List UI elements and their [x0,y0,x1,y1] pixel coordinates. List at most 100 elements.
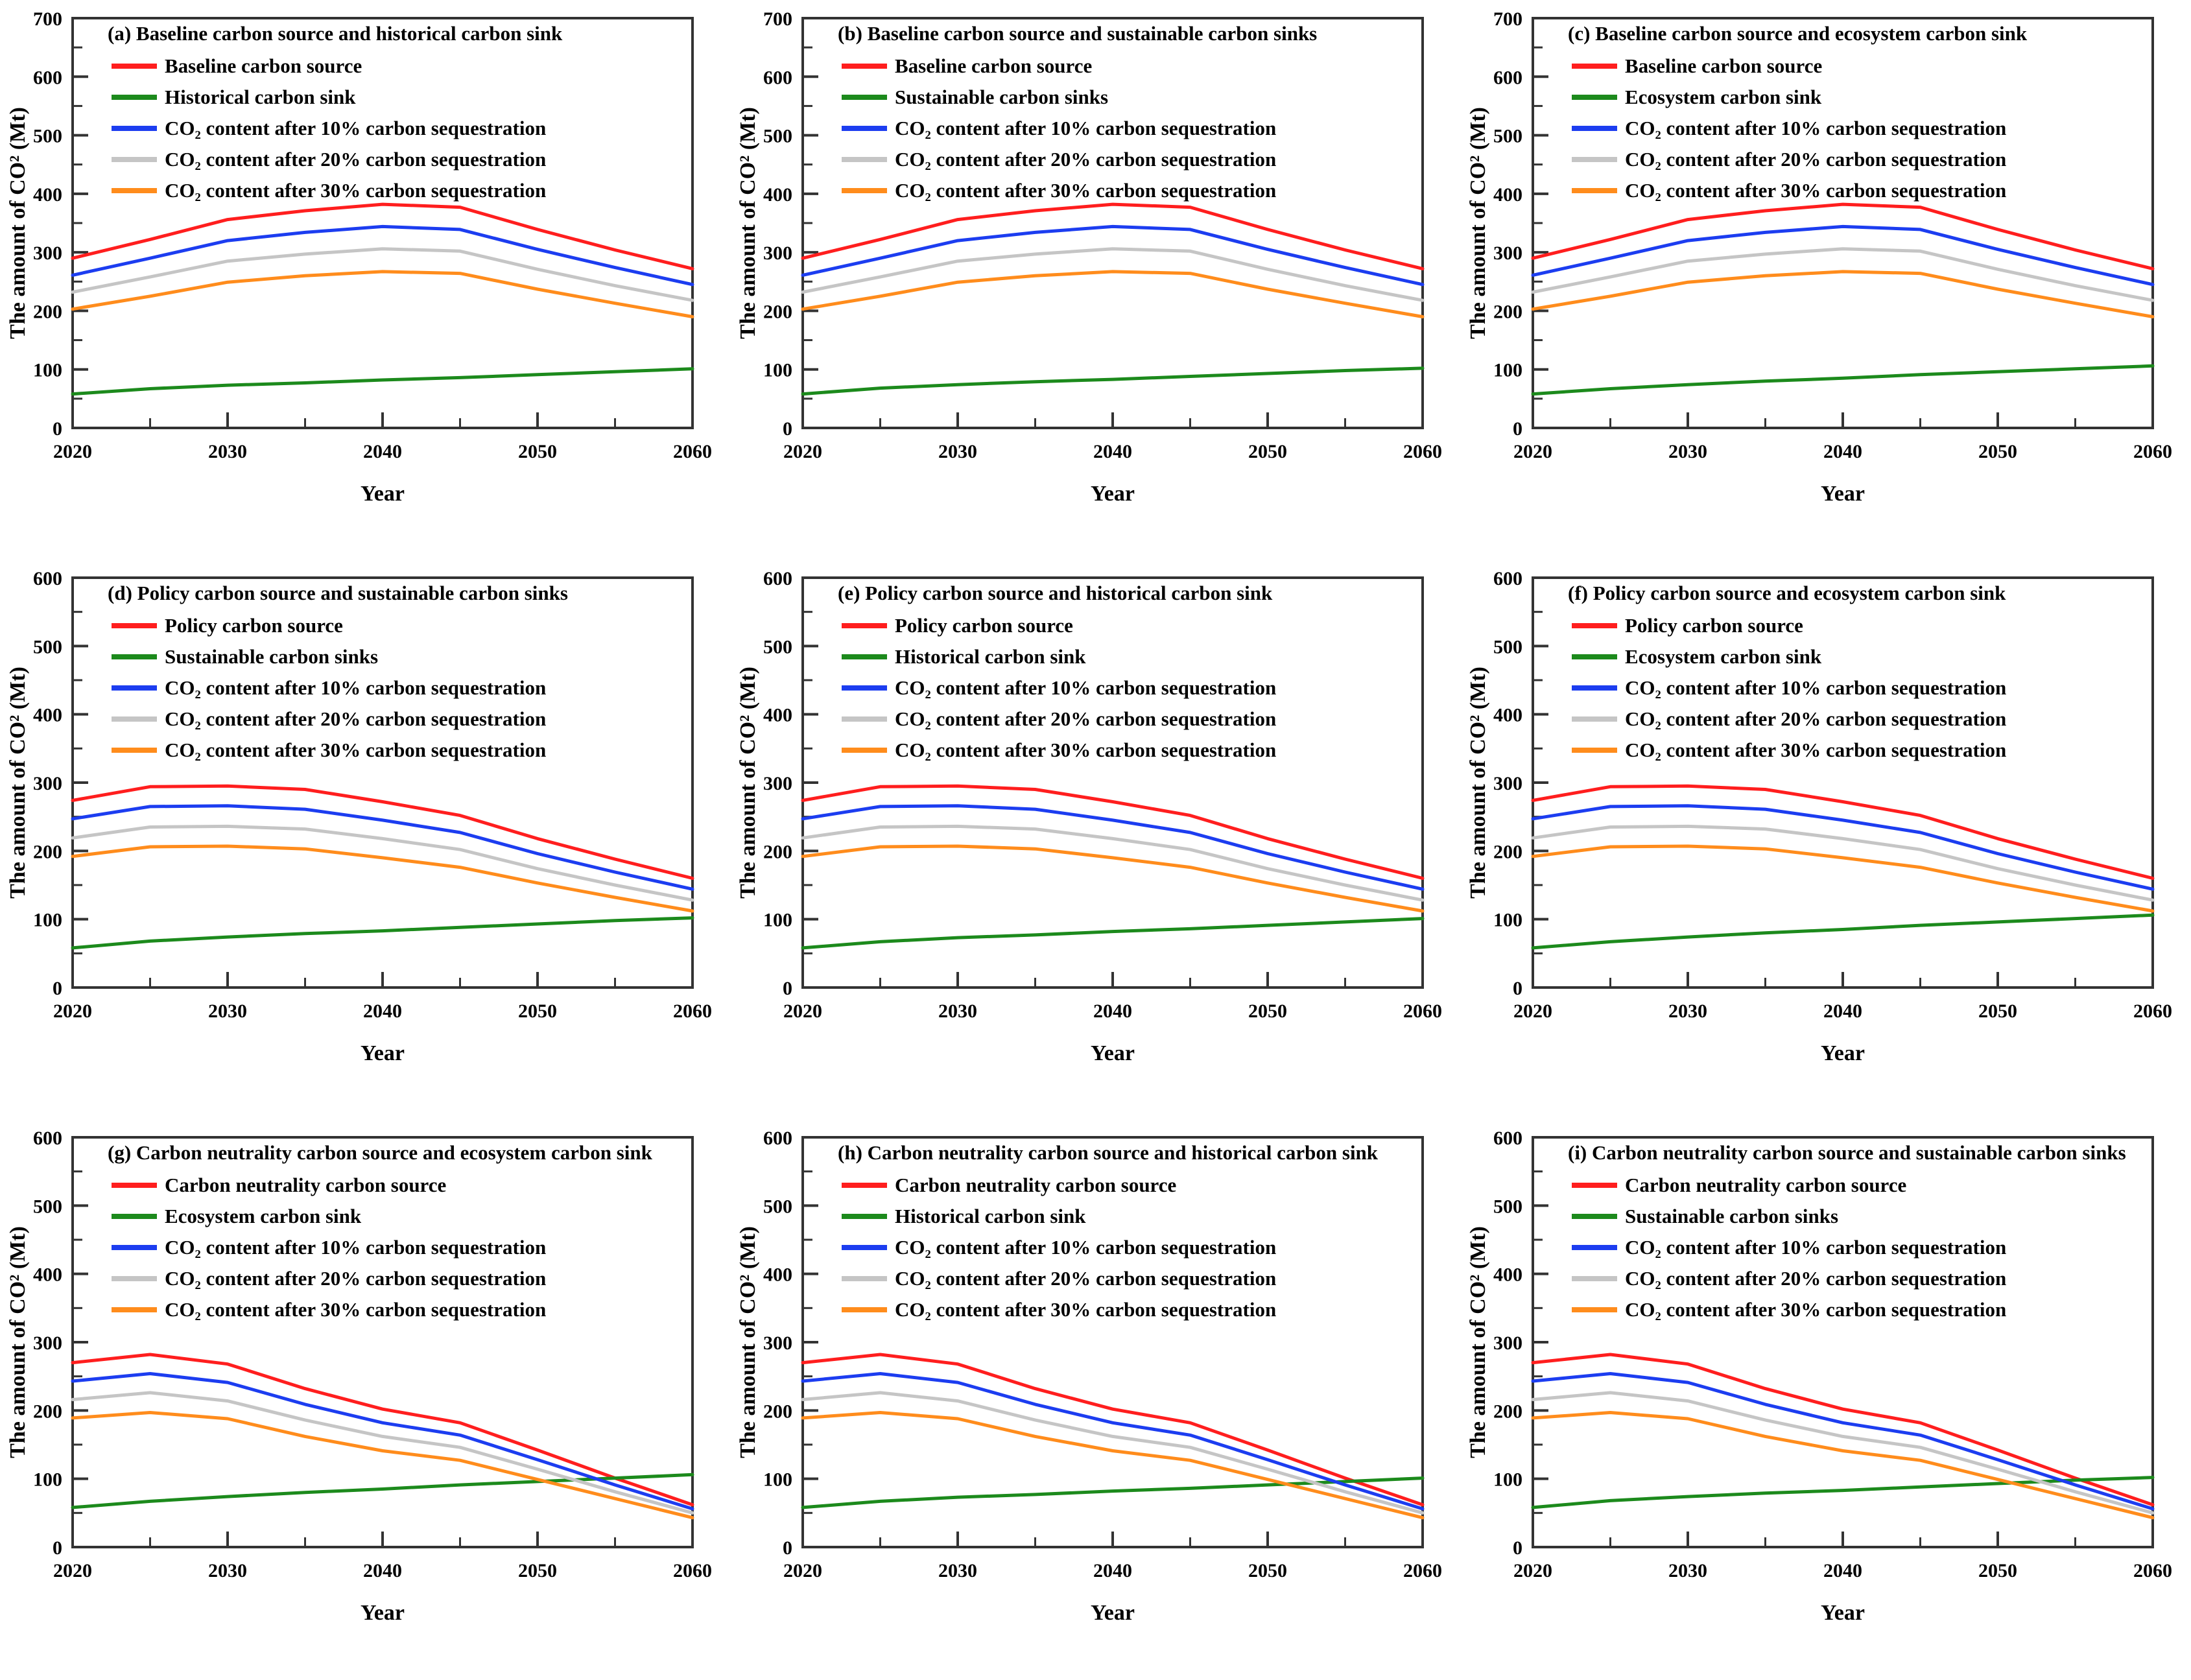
legend-label: Ecosystem carbon sink [165,1205,362,1227]
y-tick-label: 300 [763,243,792,264]
legend-label: CO₂ content after 10% carbon sequestrati… [165,117,546,139]
legend-label: Carbon neutrality carbon source [165,1174,446,1196]
series-line-sink [801,1476,1425,1509]
plot-border [71,1136,694,1548]
x-tick-label: 2050 [1978,1560,2017,1581]
x-tick-label: 2030 [1668,1000,1707,1022]
y-tick-label: 700 [763,8,792,30]
series-line-sink [1531,1476,2155,1509]
y-tick-label: 500 [33,1196,62,1217]
series-line-sink [71,916,694,950]
y-tick-label: 0 [783,1537,792,1559]
x-tick-label: 2020 [1513,1560,1552,1581]
y-tick-label: 400 [33,1264,62,1286]
y-tick-label: 100 [1493,1469,1522,1491]
plot-border [71,576,694,989]
panel-h: 0 100 200 300 400 500 600 2020 2030 2040 2050 2060 Y… [730,1119,1460,1679]
y-tick-label: 200 [1493,301,1522,322]
legend-label: CO₂ content after 30% carbon sequestrati… [1625,739,2006,761]
series-line-seq20 [801,247,1425,302]
y-tick-label: 100 [763,360,792,381]
y-tick-label: 300 [1493,243,1522,264]
x-tick-label: 2030 [208,441,247,462]
legend-label: CO₂ content after 20% carbon sequestrati… [895,707,1276,730]
series-line-seq20 [1531,1391,2155,1515]
legend-label: Sustainable carbon sinks [1625,1205,1838,1227]
legend-label: CO₂ content after 10% carbon sequestrati… [895,676,1276,699]
plot-border [1532,1136,2154,1548]
plot-border [1532,17,2154,429]
series-line-seq10 [801,1372,1425,1511]
x-tick-label: 2040 [1093,1000,1132,1022]
y-tick-label: 0 [53,978,62,999]
panel-title: (b) Baseline carbon source and sustainab… [838,22,1317,45]
y-tick-label: 200 [763,1401,792,1422]
y-tick-label: 600 [1493,1128,1522,1149]
y-tick-label: 300 [1493,1332,1522,1354]
x-tick-label: 2050 [1978,1000,2017,1022]
legend-label: CO₂ content after 20% carbon sequestrati… [895,1267,1276,1290]
y-axis-label: The amount of CO² (Mt) [736,107,760,339]
y-tick-label: 200 [33,841,62,862]
y-tick-label: 200 [33,1401,62,1422]
legend-label: CO₂ content after 20% carbon sequestrati… [1625,148,2006,171]
x-axis-label: Year [1091,1601,1135,1625]
legend-label: CO₂ content after 30% carbon sequestrati… [895,739,1276,761]
x-tick-label: 2060 [1403,1000,1442,1022]
y-tick-label: 700 [33,8,62,30]
series-line-seq30 [801,844,1425,913]
chart-b: 0 100 200 300 400 500 600 700 2020 2030 2040 2050 20… [736,8,1442,506]
series-line-sink [801,917,1425,950]
series-line-sink [71,367,694,396]
y-tick-label: 400 [1493,705,1522,726]
y-tick-label: 0 [53,1537,62,1559]
legend-label: CO₂ content after 10% carbon sequestrati… [1625,117,2006,139]
x-tick-label: 2040 [363,441,402,462]
y-tick-label: 600 [1493,568,1522,589]
panel-title: (h) Carbon neutrality carbon source and … [838,1141,1379,1164]
series-line-seq20 [1531,824,2155,902]
y-tick-label: 300 [33,773,62,794]
y-axis-label: The amount of CO² (Mt) [6,1226,30,1458]
series-line-seq20 [71,824,694,902]
x-tick-label: 2040 [1093,1560,1132,1581]
x-tick-label: 2020 [53,1000,92,1022]
y-tick-label: 600 [1493,67,1522,88]
y-tick-label: 600 [763,568,792,589]
panel-g: 0 100 200 300 400 500 600 2020 2030 2040 2050 2060 Y… [0,1119,730,1679]
series-line-sink [1531,913,2155,950]
legend-label: Sustainable carbon sinks [895,86,1108,108]
series-line-seq30 [801,1411,1425,1520]
x-tick-label: 2020 [53,441,92,462]
legend-label: Historical carbon sink [895,645,1086,668]
legend-label: Policy carbon source [1625,614,1803,637]
series-line-seq30 [1531,844,2155,913]
plot-border [1532,576,2154,989]
series-line-seq30 [71,1411,694,1520]
legend-label: CO₂ content after 10% carbon sequestrati… [895,117,1276,139]
x-tick-label: 2060 [1403,1560,1442,1581]
series-line-source [71,1353,694,1507]
y-tick-label: 500 [1493,126,1522,147]
series-line-source [1531,1353,2155,1507]
chart-e: 0 100 200 300 400 500 600 2020 2030 2040 2050 2060 Y… [736,568,1442,1065]
legend-label: Sustainable carbon sinks [165,645,378,668]
x-tick-label: 2050 [1248,1560,1287,1581]
legend-label: CO₂ content after 10% carbon sequestrati… [165,676,546,699]
series-line-seq20 [71,247,694,302]
series-line-seq20 [801,1391,1425,1515]
legend-label: Baseline carbon source [1625,54,1822,77]
x-tick-label: 2040 [1823,1560,1862,1581]
series-line-seq30 [801,270,1425,318]
x-tick-label: 2020 [53,1560,92,1581]
legend-label: Baseline carbon source [165,54,362,77]
y-tick-label: 500 [1493,636,1522,657]
y-tick-label: 0 [783,418,792,440]
y-tick-label: 700 [1493,8,1522,30]
series-line-source [801,1353,1425,1507]
legend-label: Baseline carbon source [895,54,1092,77]
series-line-seq10 [1531,1372,2155,1511]
y-tick-label: 500 [1493,1196,1522,1217]
x-tick-label: 2030 [938,441,977,462]
